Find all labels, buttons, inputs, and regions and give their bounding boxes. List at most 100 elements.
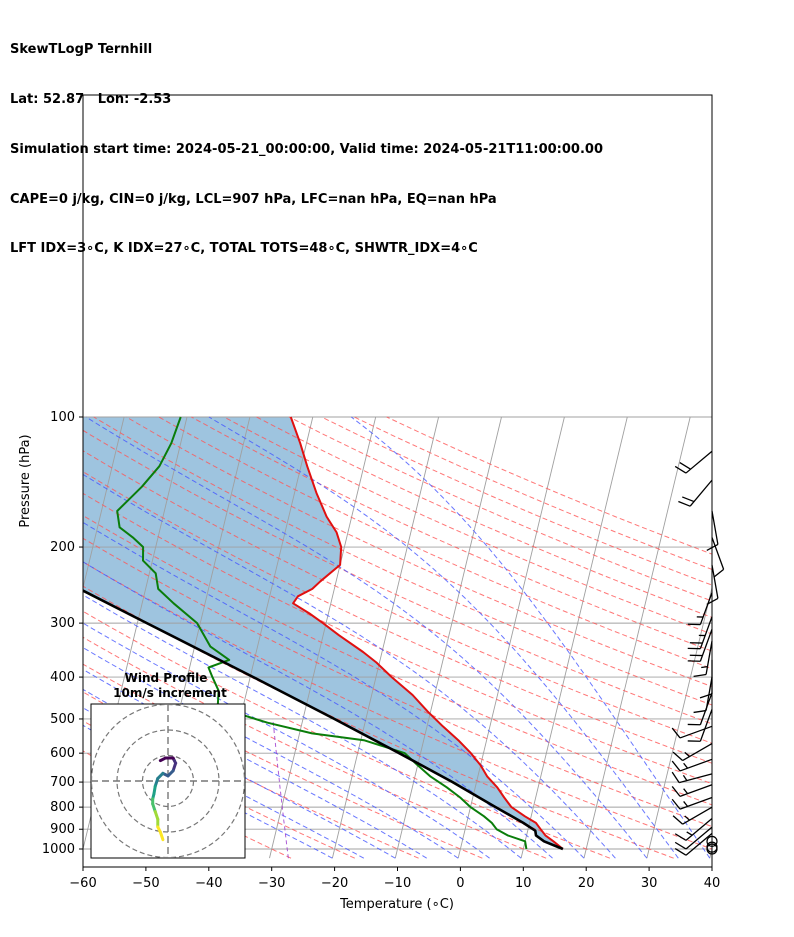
isotherm-line	[457, 416, 565, 859]
hodograph-subtitle: 10m/s increment	[113, 686, 227, 700]
dry-adiabat	[83, 537, 712, 828]
barb-half-flag	[684, 815, 690, 821]
wind-barb	[672, 742, 713, 762]
barb-shaft	[679, 796, 713, 810]
dry-adiabat	[83, 429, 712, 725]
y-tick-label: 200	[50, 540, 75, 555]
x-tick-label: 10	[515, 876, 532, 891]
wind-barb	[687, 629, 713, 662]
dry-adiabat	[83, 585, 674, 859]
wind-barb	[678, 479, 713, 507]
barb-shaft	[705, 676, 713, 711]
barb-flag	[678, 500, 691, 507]
x-tick-label: −60	[69, 876, 96, 891]
hodograph-inset: Wind Profile 10m/s increment	[90, 671, 246, 859]
dry-adiabat	[256, 416, 712, 618]
barb-flag	[674, 848, 687, 856]
barb-flag	[679, 462, 691, 470]
y-tick-label: 500	[50, 712, 75, 727]
wind-barb	[687, 592, 713, 626]
title-line: SkewTLogP Ternhill	[10, 42, 153, 58]
barb-flag	[693, 673, 707, 677]
barb-flag	[671, 798, 681, 810]
calm-circle	[706, 835, 718, 847]
wind-barbs	[671, 450, 725, 856]
barb-flag	[681, 496, 695, 503]
barb-shaft	[682, 742, 713, 762]
barb-flag	[671, 786, 681, 797]
dry-adiabat	[83, 720, 356, 859]
calm-circle	[706, 841, 718, 853]
barb-flag	[706, 543, 719, 552]
wind-barb	[687, 616, 713, 650]
barb-shaft	[679, 784, 713, 797]
barb-flag	[671, 771, 680, 784]
wind-barb	[706, 835, 718, 847]
barb-flag	[693, 709, 707, 714]
wind-barb	[699, 659, 713, 699]
y-tick-label: 700	[50, 775, 75, 790]
wind-barb	[706, 564, 719, 606]
wind-barb	[671, 771, 713, 784]
dry-adiabat	[83, 471, 712, 764]
moist-adiabat	[350, 416, 711, 859]
isotherm-line	[646, 585, 712, 859]
dry-adiabat	[191, 416, 712, 652]
moist-adiabat	[83, 647, 459, 859]
barb-shaft	[685, 450, 713, 474]
y-axis-label: Pressure (hPa)	[18, 434, 33, 527]
y-tick-label: 400	[50, 670, 75, 685]
barb-shaft	[711, 564, 719, 599]
isotherm-line	[83, 416, 125, 590]
cape-line: CAPE=0 j/kg, CIN=0 j/kg, LCL=907 hPa, LF…	[10, 191, 497, 207]
wind-barb	[674, 832, 713, 856]
barb-flag	[671, 760, 681, 772]
y-tick-label: 800	[50, 800, 75, 815]
barb-flag	[672, 815, 683, 825]
cape-cin-area	[83, 417, 563, 849]
barb-flag	[672, 751, 683, 762]
isotherm-line	[520, 416, 628, 859]
barb-shaft	[685, 818, 713, 841]
wind-barb	[693, 676, 713, 714]
wind-barb	[671, 725, 713, 739]
x-tick-label: 40	[704, 876, 721, 891]
moist-adiabat	[83, 473, 616, 859]
barb-shaft	[679, 758, 713, 772]
wind-barb	[706, 841, 718, 853]
y-tick-label: 900	[50, 822, 75, 837]
x-tick-label: −20	[321, 876, 348, 891]
dry-adiabat	[83, 514, 712, 806]
barb-shaft	[678, 773, 713, 784]
barb-flag	[671, 727, 681, 739]
barb-shaft	[699, 592, 713, 625]
barb-flag	[699, 693, 713, 699]
barb-shaft	[711, 537, 725, 570]
hodograph-ring	[91, 704, 245, 858]
x-axis-label: Temperature (∘C)	[339, 897, 454, 912]
wind-barb	[672, 806, 713, 825]
isotherm-line	[269, 416, 377, 859]
isotherm-line	[331, 416, 440, 859]
chart-header: SkewTLogP Ternhill Lat: 52.87 Lon: -2.53…	[10, 9, 603, 275]
barb-half-flag	[683, 801, 689, 807]
wind-barb	[693, 640, 713, 677]
dry-adiabat	[83, 492, 712, 785]
barb-half-flag	[683, 762, 689, 769]
isotherm-line	[583, 416, 691, 859]
profile-lines	[83, 416, 564, 851]
barb-half-flag	[682, 774, 688, 781]
wind-barb	[711, 537, 725, 578]
dewpoint-line	[116, 416, 528, 850]
barb-half-flag	[701, 665, 708, 669]
wind-barb	[674, 450, 713, 474]
barb-shaft	[685, 826, 713, 850]
dry-adiabat	[83, 636, 547, 859]
dry-adiabat	[386, 416, 712, 555]
wind-barb	[706, 510, 719, 552]
isotherm-line	[709, 847, 712, 859]
x-tick-label: −10	[384, 876, 411, 891]
dry-adiabat	[83, 691, 419, 859]
mixing-ratio-line	[272, 718, 289, 859]
